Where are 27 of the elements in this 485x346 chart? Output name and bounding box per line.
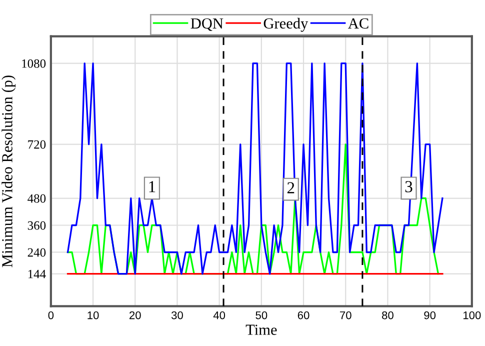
x-tick-label: 60	[298, 311, 310, 320]
x-tick-label: 90	[424, 311, 436, 320]
y-tick-label: 480	[28, 194, 46, 203]
line-series	[66, 143, 440, 275]
x-axis-title: Time	[246, 324, 277, 335]
x-tick-label: 100	[463, 311, 481, 320]
y-tick-label: 144	[28, 270, 46, 278]
y-tick-label: 720	[28, 140, 46, 149]
x-tick-label: 20	[130, 311, 141, 320]
y-tick-label: 360	[28, 221, 46, 230]
annotation: 2	[287, 182, 294, 194]
x-tick-label: 40	[213, 311, 226, 320]
line-series	[66, 62, 444, 275]
y-tick-label: 1080	[22, 59, 46, 68]
y-tick-label: 240	[28, 248, 46, 257]
legend-label: AC	[348, 18, 368, 29]
x-tick-label: 0	[48, 311, 54, 320]
x-tick-label: 30	[171, 311, 183, 320]
x-tick-label: 70	[340, 311, 352, 320]
annotation: 1	[149, 181, 156, 192]
legend-label: Greedy	[264, 18, 308, 32]
x-tick-label: 10	[88, 311, 99, 320]
y-axis-title: Minimum Video Resolution (p)	[2, 76, 16, 268]
x-tick-label: 50	[256, 311, 268, 320]
annotation: 3	[405, 181, 412, 192]
legend-label: DQN	[190, 18, 224, 31]
x-tick-label: 80	[382, 311, 394, 320]
